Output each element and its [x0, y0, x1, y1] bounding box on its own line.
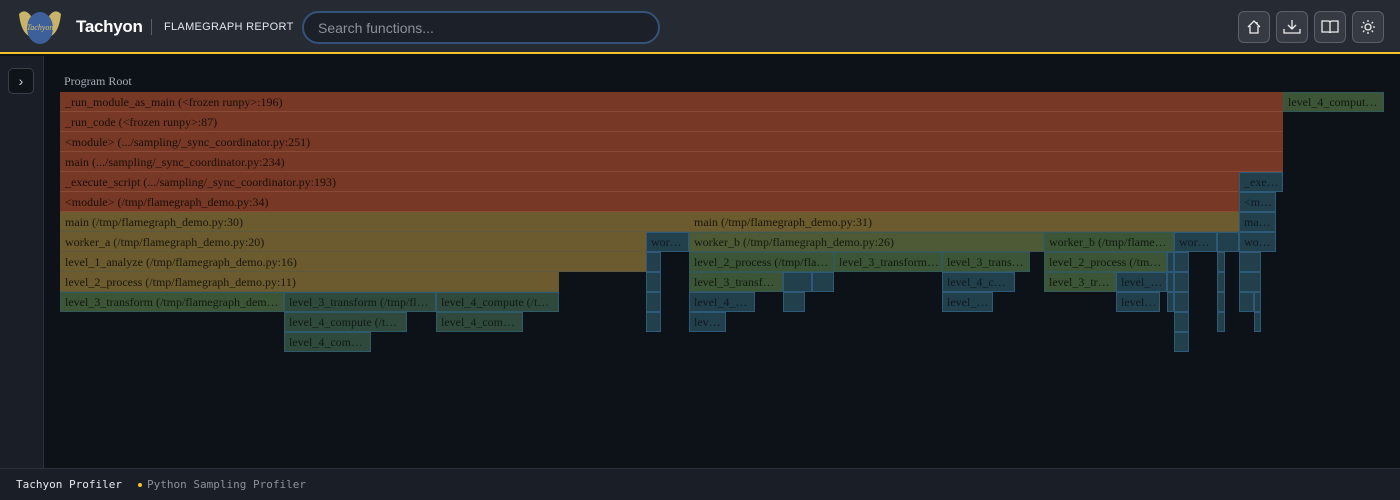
flame-frame[interactable]: [1174, 272, 1189, 292]
flame-frame[interactable]: level_4_com…: [436, 312, 523, 332]
flame-frame[interactable]: _run_module_as_main (<frozen runpy>:196): [60, 92, 1283, 112]
flame-frame[interactable]: [1239, 292, 1254, 312]
flame-frame[interactable]: worker_b (/tmp/flame…: [1044, 232, 1174, 252]
flame-frame[interactable]: main (.../sampling/_sync_coordinator.py:…: [60, 152, 1283, 172]
flame-frame[interactable]: level…: [1116, 292, 1160, 312]
sun-icon: [1361, 20, 1375, 34]
docs-button[interactable]: [1314, 11, 1346, 43]
svg-text:Tachyon: Tachyon: [27, 23, 54, 32]
flame-frame[interactable]: level_4_comput…: [1283, 92, 1384, 112]
flame-frame[interactable]: level_4_com…: [284, 332, 371, 352]
flame-frame[interactable]: [1167, 292, 1174, 312]
report-title: FLAMEGRAPH REPORT: [164, 21, 294, 33]
download-icon: [1283, 20, 1301, 34]
app-title: Tachyon: [76, 17, 143, 36]
flame-frame[interactable]: level_2_process (/tmp/flamegraph_demo.py…: [60, 272, 559, 292]
book-icon: [1321, 20, 1339, 34]
sidebar-toggle-button[interactable]: ›: [8, 68, 34, 94]
flame-frame[interactable]: level_…: [1116, 272, 1167, 292]
flame-frame[interactable]: level_3_transform (/tmp/fl…: [284, 292, 436, 312]
flame-frame[interactable]: <module> (.../sampling/_sync_coordinator…: [60, 132, 1283, 152]
download-button[interactable]: [1276, 11, 1308, 43]
flame-frame[interactable]: [1174, 312, 1189, 332]
flame-frame[interactable]: _run_code (<frozen runpy>:87): [60, 112, 1283, 132]
flame-frame[interactable]: [1254, 312, 1261, 332]
flame-frame[interactable]: _execute_script (.../sampling/_sync_coor…: [60, 172, 1239, 192]
program-root-label: Program Root: [64, 74, 132, 88]
flame-frame[interactable]: [1217, 272, 1225, 292]
flame-frame[interactable]: wo…: [1239, 232, 1276, 252]
flame-frame[interactable]: [1174, 332, 1189, 352]
flame-frame[interactable]: main (/tmp/flamegraph_demo.py:31): [689, 212, 1239, 232]
flame-frame[interactable]: [1239, 272, 1261, 292]
tachyon-logo: Tachyon: [19, 11, 61, 44]
flame-frame[interactable]: _exe…: [1239, 172, 1283, 192]
flame-frame[interactable]: [1254, 292, 1261, 312]
flame-frame[interactable]: level_4_…: [689, 292, 755, 312]
divider: [151, 19, 152, 35]
flame-frame[interactable]: <m…: [1239, 192, 1276, 212]
flame-frame[interactable]: ma…: [1239, 212, 1276, 232]
flame-frame[interactable]: [1239, 252, 1261, 272]
flame-frame[interactable]: level_3_transform (/tmp/flamegraph_dem…: [60, 292, 284, 312]
flame-frame[interactable]: wor…: [646, 232, 689, 252]
theme-toggle-button[interactable]: [1352, 11, 1384, 43]
home-icon: [1247, 20, 1261, 34]
flame-frame[interactable]: [1217, 232, 1239, 252]
footer-app-name: Tachyon Profiler: [16, 478, 122, 491]
chevron-right-icon: ›: [18, 73, 24, 89]
status-dot-icon: [138, 483, 142, 487]
status-bar: Tachyon Profiler Python Sampling Profile…: [0, 468, 1400, 500]
flame-frame[interactable]: [646, 272, 661, 292]
flame-frame[interactable]: worker_a (/tmp/flamegraph_demo.py:20): [60, 232, 646, 252]
search-input[interactable]: [302, 11, 660, 44]
flame-frame[interactable]: level_…: [942, 292, 993, 312]
flame-frame[interactable]: [1217, 292, 1225, 312]
flame-frame[interactable]: level_4_c…: [942, 272, 1015, 292]
flame-frame[interactable]: level_1_analyze (/tmp/flamegraph_demo.py…: [60, 252, 646, 272]
footer-status: Python Sampling Profiler: [147, 478, 306, 491]
flame-frame[interactable]: <module> (/tmp/flamegraph_demo.py:34): [60, 192, 1239, 212]
flame-frame[interactable]: lev…: [689, 312, 726, 332]
sidebar: ›: [0, 56, 44, 468]
flame-frame[interactable]: [812, 272, 834, 292]
flame-frame[interactable]: [646, 292, 661, 312]
flame-frame[interactable]: [1217, 252, 1225, 272]
flame-frame[interactable]: [783, 272, 812, 292]
flame-frame[interactable]: [1167, 272, 1174, 292]
flame-frame[interactable]: [646, 312, 661, 332]
flame-frame[interactable]: main (/tmp/flamegraph_demo.py:30): [60, 212, 689, 232]
flame-frame[interactable]: level_2_process (/tmp/fla…: [689, 252, 834, 272]
flame-frame[interactable]: [646, 252, 661, 272]
flame-frame[interactable]: level_4_compute (/t…: [436, 292, 559, 312]
flame-frame[interactable]: [1174, 292, 1189, 312]
flame-frame[interactable]: level_3_transf…: [689, 272, 783, 292]
flame-frame[interactable]: level_3_transform…: [834, 252, 942, 272]
flame-frame[interactable]: level_3_trans…: [942, 252, 1030, 272]
flame-frame[interactable]: [783, 292, 805, 312]
home-button[interactable]: [1238, 11, 1270, 43]
flame-frame[interactable]: worker_b (/tmp/flamegraph_demo.py:26): [689, 232, 1044, 252]
flame-frame[interactable]: [1167, 252, 1174, 272]
top-bar: Tachyon Tachyon FLAMEGRAPH REPORT: [0, 0, 1400, 54]
flame-frame[interactable]: level_2_process (/tm…: [1044, 252, 1167, 272]
flame-frame[interactable]: wor…: [1174, 232, 1217, 252]
flame-frame[interactable]: level_3_tr…: [1044, 272, 1116, 292]
flame-frame[interactable]: [1217, 312, 1225, 332]
flame-frame[interactable]: [1174, 252, 1189, 272]
flame-frame[interactable]: level_4_compute (/t…: [284, 312, 407, 332]
